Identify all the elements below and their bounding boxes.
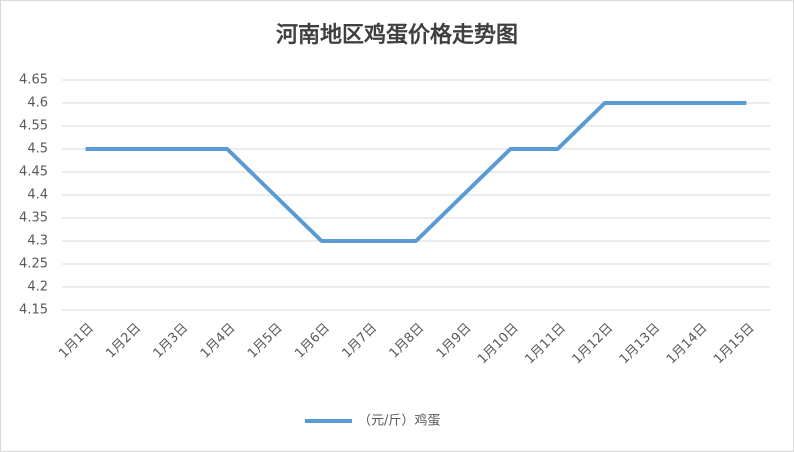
y-tick-label: 4.65 bbox=[19, 73, 48, 88]
y-tick-label: 4.4 bbox=[27, 188, 48, 203]
y-tick-label: 4.55 bbox=[19, 119, 48, 134]
y-tick-label: 4.45 bbox=[19, 165, 48, 180]
y-tick-label: 4.35 bbox=[19, 211, 48, 226]
y-tick-label: 4.6 bbox=[27, 96, 48, 111]
y-tick-label: 4.25 bbox=[19, 257, 48, 272]
chart-title: 河南地区鸡蛋价格走势图 bbox=[276, 22, 518, 48]
y-tick-label: 4.5 bbox=[27, 142, 48, 157]
legend-label: （元/斤）鸡蛋 bbox=[358, 413, 440, 429]
y-tick-label: 4.3 bbox=[27, 234, 48, 249]
y-tick-label: 4.15 bbox=[19, 303, 48, 318]
line bbox=[85, 101, 747, 243]
y-tick-label: 4.2 bbox=[27, 280, 48, 295]
